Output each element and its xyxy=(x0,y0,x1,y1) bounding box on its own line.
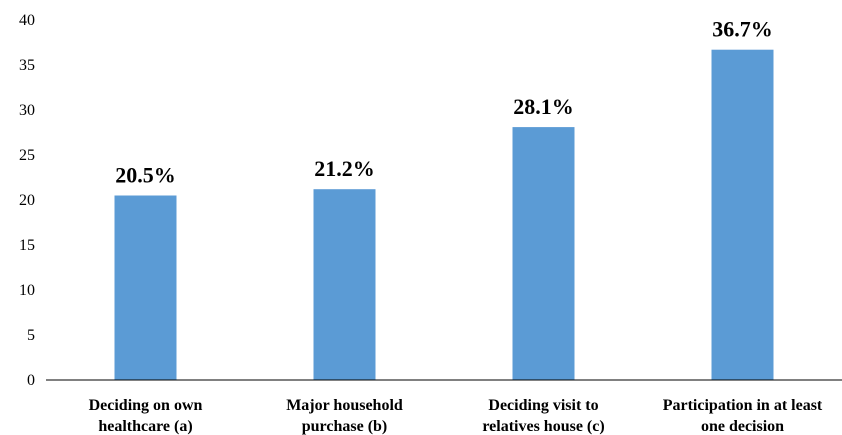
bar xyxy=(711,49,774,380)
bars xyxy=(114,49,774,380)
category-label: Deciding visit to xyxy=(488,397,598,414)
category-label: healthcare (a) xyxy=(98,418,192,435)
category-label: relatives house (c) xyxy=(482,418,604,435)
category-label: Major household xyxy=(286,397,403,414)
y-tick-label: 25 xyxy=(19,147,35,164)
category-label: purchase (b) xyxy=(302,418,388,435)
data-label: 21.2% xyxy=(314,156,375,181)
x-axis: Deciding on own healthcare (a) Major house… xyxy=(46,379,842,435)
bar xyxy=(313,189,376,380)
category-label: one decision xyxy=(701,418,784,435)
category-label: Deciding on own xyxy=(89,397,203,414)
y-tick-label: 35 xyxy=(19,57,35,74)
y-tick-label: 30 xyxy=(19,102,35,119)
y-tick-label: 10 xyxy=(19,282,35,299)
y-tick-label: 5 xyxy=(27,327,35,344)
y-tick-label: 40 xyxy=(19,12,35,29)
y-tick-label: 15 xyxy=(19,237,35,254)
data-labels: 20.5% 21.2% 28.1% 36.7% xyxy=(115,17,773,188)
data-label: 20.5% xyxy=(115,163,176,188)
data-label: 36.7% xyxy=(712,17,773,42)
y-axis: 0 5 10 15 20 25 30 35 40 xyxy=(19,12,35,389)
data-label: 28.1% xyxy=(513,94,574,119)
y-tick-label: 0 xyxy=(27,372,35,389)
bar xyxy=(114,195,177,380)
category-label: Participation in at least xyxy=(663,397,823,414)
bar xyxy=(512,127,575,380)
y-tick-label: 20 xyxy=(19,192,35,209)
